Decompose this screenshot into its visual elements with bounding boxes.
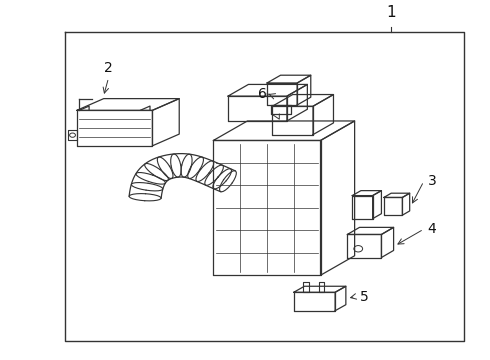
Text: 3: 3 bbox=[428, 174, 437, 188]
Text: 4: 4 bbox=[428, 222, 437, 236]
Text: 6: 6 bbox=[258, 87, 267, 102]
Text: 5: 5 bbox=[360, 289, 368, 303]
Text: 2: 2 bbox=[104, 61, 113, 75]
Text: 1: 1 bbox=[386, 5, 396, 20]
